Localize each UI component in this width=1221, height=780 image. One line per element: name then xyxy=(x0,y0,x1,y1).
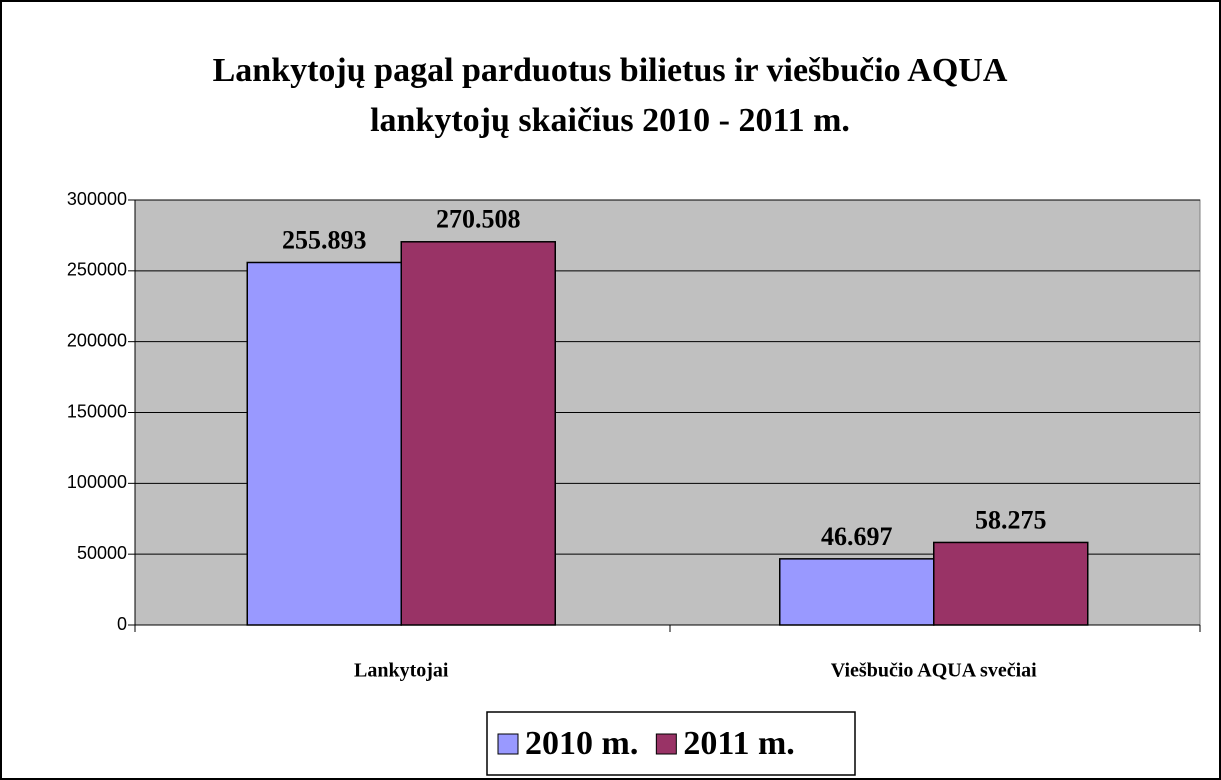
y-tick-label: 300000 xyxy=(67,189,127,209)
data-label: 270.508 xyxy=(436,205,521,234)
y-tick-label: 100000 xyxy=(67,472,127,492)
data-label: 58.275 xyxy=(975,505,1047,534)
data-label: 255.893 xyxy=(282,225,367,254)
bar xyxy=(933,541,1089,626)
legend-label: 2011 m. xyxy=(683,725,794,762)
data-label: 46.697 xyxy=(821,522,893,551)
x-tick-label: Lankytojai xyxy=(354,660,449,682)
bar xyxy=(779,558,935,626)
legend-label: 2010 m. xyxy=(525,725,638,762)
y-tick-label: 50000 xyxy=(77,543,127,563)
bar xyxy=(246,261,402,626)
bar xyxy=(400,241,556,626)
x-tick-label: Viešbučio AQUA svečiai xyxy=(831,660,1037,682)
y-tick-label: 200000 xyxy=(67,330,127,350)
chart-title: Lankytojų pagal parduotus bilietus ir vi… xyxy=(212,52,1008,139)
legend-swatch xyxy=(497,733,519,755)
legend-swatch xyxy=(655,733,677,755)
y-tick-label: 0 xyxy=(117,614,127,634)
y-tick-label: 150000 xyxy=(67,401,127,421)
y-tick-label: 250000 xyxy=(67,260,127,280)
